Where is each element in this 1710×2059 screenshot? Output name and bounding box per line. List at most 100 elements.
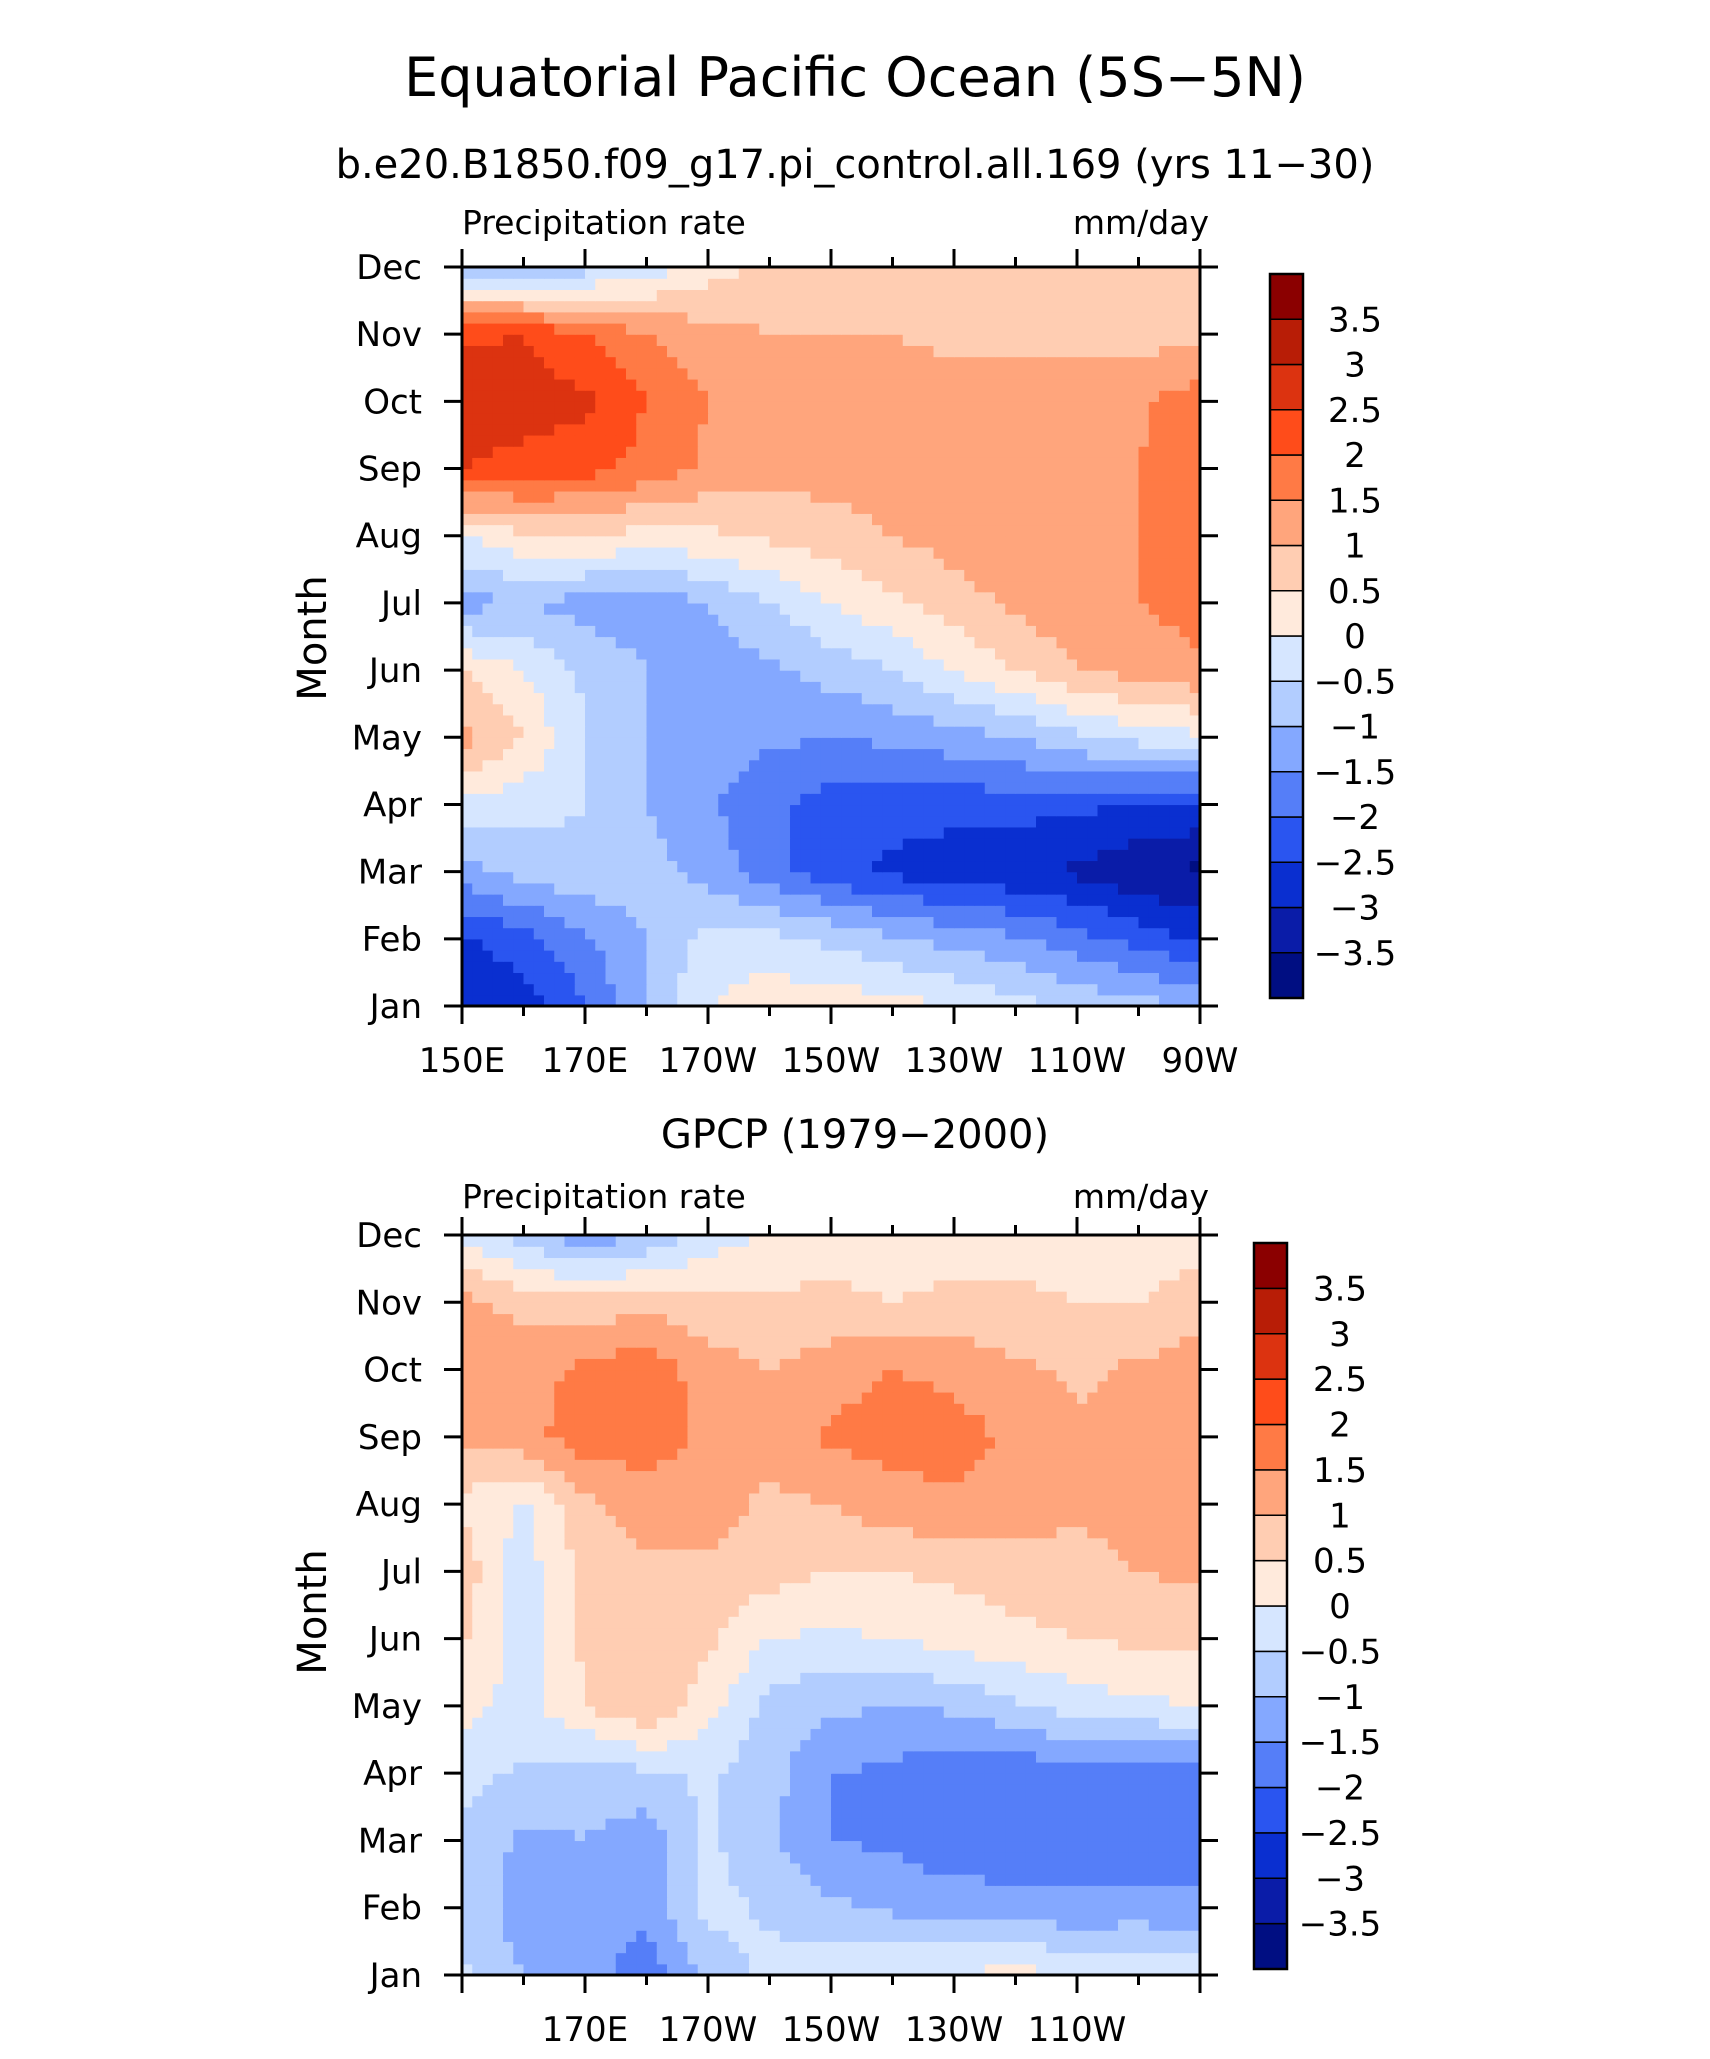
heatmap-cell: [1159, 300, 1170, 313]
heatmap-cell: [913, 703, 924, 716]
heatmap-cell: [851, 580, 863, 593]
heatmap-cell: [1077, 983, 1088, 996]
heatmap-cell: [913, 994, 924, 1007]
heatmap-cell: [646, 300, 658, 313]
heatmap-cell: [995, 468, 1006, 481]
heatmap-cell: [882, 524, 894, 537]
heatmap-cell: [923, 994, 935, 1007]
heatmap-cell: [1015, 938, 1027, 951]
heatmap-cell: [656, 692, 668, 705]
heatmap-cell: [1066, 334, 1078, 346]
heatmap-cell: [1159, 994, 1170, 1007]
heatmap-cell: [718, 356, 730, 369]
heatmap-cell: [1066, 916, 1078, 929]
heatmap-cell: [615, 994, 627, 1007]
heatmap-cell: [831, 446, 842, 458]
heatmap-cell: [1046, 804, 1058, 817]
heatmap-cell: [954, 737, 965, 750]
heatmap-cell: [1118, 490, 1129, 503]
heatmap-cell: [492, 838, 504, 850]
heatmap-cell: [964, 423, 976, 436]
heatmap-cell: [892, 849, 904, 862]
heatmap-cell: [1015, 490, 1027, 503]
heatmap-cell: [1015, 759, 1027, 772]
heatmap-cell: [923, 468, 935, 481]
heatmap-cell: [882, 535, 894, 548]
heatmap-cell: [462, 748, 473, 761]
heatmap-cell: [718, 300, 730, 313]
heatmap-cell: [595, 412, 607, 425]
heatmap-cell: [820, 490, 832, 503]
heatmap-cell: [841, 278, 853, 290]
heatmap-cell: [984, 905, 996, 918]
heatmap-cell: [718, 311, 730, 324]
heatmap-cell: [472, 658, 484, 671]
heatmap-cell: [1077, 804, 1088, 817]
heatmap-cell: [1077, 367, 1088, 380]
heatmap-cell: [820, 289, 832, 302]
heatmap-cell: [779, 434, 791, 447]
heatmap-cell: [472, 412, 484, 425]
heatmap-cell: [913, 636, 924, 649]
heatmap-cell: [820, 569, 832, 582]
heatmap-cell: [564, 961, 576, 974]
heatmap-cell: [759, 535, 771, 548]
heatmap-cell: [1056, 1963, 1068, 1976]
heatmap-cell: [923, 658, 935, 671]
x-tick-label: 170W: [659, 1041, 758, 1081]
heatmap-cell: [1169, 446, 1181, 458]
heatmap-cell: [1077, 300, 1088, 313]
heatmap-cell: [1179, 580, 1191, 593]
heatmap-cell: [779, 569, 791, 582]
heatmap-cell: [595, 334, 607, 346]
heatmap-cell: [667, 658, 678, 671]
heatmap-cell: [943, 446, 955, 458]
heatmap-cell: [554, 726, 566, 738]
heatmap-cell: [1036, 770, 1047, 783]
heatmap-cell: [851, 793, 863, 806]
heatmap-cell: [810, 972, 822, 985]
heatmap-cell: [1148, 558, 1160, 570]
heatmap-cell: [841, 423, 853, 436]
heatmap-cell: [1097, 513, 1109, 526]
heatmap-cell: [769, 804, 781, 817]
heatmap-cell: [636, 300, 648, 313]
heatmap-cell: [462, 994, 473, 1007]
heatmap-cell: [626, 983, 637, 996]
heatmap-cell: [974, 871, 986, 884]
heatmap-cell: [810, 658, 822, 671]
heatmap-cell: [769, 871, 781, 884]
heatmap-cell: [656, 457, 668, 470]
heatmap-cell: [1107, 278, 1119, 290]
heatmap-cell: [574, 356, 586, 369]
heatmap-cell: [1118, 289, 1129, 302]
heatmap-cell: [544, 737, 555, 750]
heatmap-cell: [544, 983, 555, 996]
heatmap-cell: [882, 569, 894, 582]
heatmap-cell: [892, 894, 904, 906]
heatmap-cell: [656, 322, 668, 335]
heatmap-cell: [1046, 412, 1058, 425]
heatmap-cell: [687, 513, 699, 526]
heatmap-cell: [1128, 905, 1140, 918]
heatmap-cell: [872, 647, 883, 660]
heatmap-cell: [1179, 345, 1191, 358]
heatmap-cell: [1189, 345, 1201, 358]
heatmap-cell: [585, 994, 596, 1007]
heatmap-cell: [503, 658, 514, 671]
heatmap-cell: [1066, 658, 1078, 671]
heatmap-cell: [626, 300, 637, 313]
heatmap-cell: [872, 625, 883, 638]
heatmap-cell: [1107, 580, 1119, 593]
heatmap-cell: [472, 983, 484, 996]
heatmap-cell: [615, 546, 627, 559]
heatmap-cell: [595, 804, 607, 817]
heatmap-cell: [533, 457, 545, 470]
heatmap-cell: [482, 961, 494, 974]
heatmap-cell: [800, 457, 812, 470]
heatmap-cell: [708, 636, 719, 649]
heatmap-cell: [687, 815, 699, 828]
heatmap-cell: [882, 793, 894, 806]
heatmap-cell: [790, 793, 801, 806]
heatmap-cell: [759, 838, 771, 850]
